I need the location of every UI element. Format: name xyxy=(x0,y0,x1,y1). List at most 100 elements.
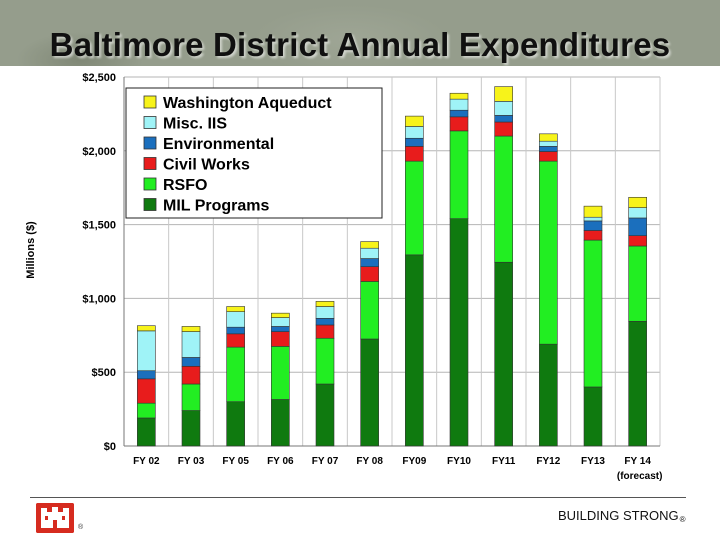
bar-segment xyxy=(360,241,379,249)
x-tick-label: FY11 xyxy=(492,456,516,467)
bar-segment xyxy=(583,220,603,231)
bar-segment xyxy=(539,151,558,162)
bar-segment xyxy=(405,115,424,127)
bar-segment xyxy=(137,402,156,419)
bar-segment xyxy=(181,326,201,332)
legend-box xyxy=(125,87,383,219)
bar-segment xyxy=(494,121,513,137)
bar-segment xyxy=(271,331,290,347)
bar-segment xyxy=(583,239,603,388)
x-tick-label: FY 07 xyxy=(312,456,339,467)
bar-segment xyxy=(449,98,469,111)
legend-label: MIL Programs xyxy=(163,198,270,215)
bar-segment xyxy=(315,324,335,339)
bar-segment xyxy=(360,338,379,447)
bar-segment xyxy=(628,245,647,322)
footer xyxy=(0,498,720,540)
bar-segment xyxy=(539,343,558,447)
bar-segment xyxy=(271,317,290,327)
castle-logo-icon xyxy=(36,503,74,533)
bar-segment xyxy=(360,258,379,267)
bar-segment xyxy=(628,217,647,236)
legend-label: Misc. IIS xyxy=(163,116,227,133)
legend-swatch xyxy=(143,177,157,191)
bar-segment xyxy=(583,386,603,447)
bar-segment xyxy=(137,417,156,447)
stacked-bar-chart: $0 $500 $1,000 $1,500 $2,000 $2,500 Millions … xyxy=(25,72,663,482)
bar-segment xyxy=(315,301,335,307)
bar-segment xyxy=(271,326,290,332)
x-tick-label: FY 05 xyxy=(222,456,249,467)
x-tick-label: FY13 xyxy=(581,456,605,467)
bar-segment xyxy=(360,247,379,259)
bar-segment xyxy=(315,318,335,326)
bar-segment xyxy=(539,146,558,152)
bar-segment xyxy=(628,196,647,208)
bar-segment xyxy=(583,216,603,222)
bar-segment xyxy=(449,92,469,100)
bar-segment xyxy=(405,146,424,162)
bar-segment xyxy=(449,109,469,118)
bar-segment xyxy=(583,230,603,241)
bar-segment xyxy=(181,383,201,411)
footer-divider xyxy=(30,497,686,498)
bar-segment xyxy=(226,401,245,447)
bar-segment xyxy=(449,130,469,219)
x-tick-annotation: (forecast) xyxy=(617,471,663,482)
legend-label: Washington Aqueduct xyxy=(163,95,332,112)
slogan-text: BUILDING STRONG xyxy=(558,508,679,523)
bar-segment xyxy=(271,346,290,400)
bar-segment xyxy=(181,357,201,367)
bar-segment xyxy=(539,133,558,142)
y-tick-label: $500 xyxy=(92,367,116,379)
bar-segment xyxy=(226,306,245,312)
bar-segment xyxy=(405,160,424,256)
y-tick-label: $0 xyxy=(104,441,116,453)
bar-segment xyxy=(226,311,245,328)
x-tick-label: FY09 xyxy=(402,456,426,467)
legend-label: Civil Works xyxy=(163,157,250,174)
bar-segment xyxy=(137,370,156,380)
bar-segment xyxy=(137,378,156,404)
bar-segment xyxy=(583,205,603,218)
bars xyxy=(137,86,647,447)
bar-segment xyxy=(494,101,513,116)
footer-slogan: BUILDING STRONG® xyxy=(558,508,686,524)
legend: Washington Aqueduct Misc. IIS Environmenta… xyxy=(125,87,383,219)
bar-segment xyxy=(271,312,290,318)
bar-segment xyxy=(137,325,156,332)
bar-segment xyxy=(405,126,424,139)
bar-segment xyxy=(315,306,335,319)
bar-segment xyxy=(360,281,379,340)
slogan-registered-mark: ® xyxy=(679,515,686,524)
bar-segment xyxy=(315,383,335,447)
bar-segment xyxy=(226,326,245,335)
legend-swatch xyxy=(143,198,157,211)
x-tick-label: FY12 xyxy=(536,456,560,467)
bar-segment xyxy=(271,399,290,447)
y-tick-label: $2,000 xyxy=(82,146,116,158)
bar-segment xyxy=(449,218,469,447)
bar-segment xyxy=(137,330,156,372)
legend-swatch xyxy=(143,116,157,129)
bar-segment xyxy=(315,337,335,385)
x-tick-label: FY 14 xyxy=(624,456,651,467)
page-title: Baltimore District Annual Expenditures xyxy=(49,26,671,63)
legend-label: Environmental xyxy=(163,136,274,153)
bar-segment xyxy=(181,410,201,447)
x-tick-label: FY 06 xyxy=(267,456,294,467)
x-tick-label: FY 03 xyxy=(178,456,205,467)
logo-registered-mark: ® xyxy=(78,524,84,531)
bar-segment xyxy=(494,115,513,123)
x-tick-label: FY10 xyxy=(447,456,471,467)
y-tick-label: $2,500 xyxy=(82,72,116,84)
legend-label: RSFO xyxy=(163,177,207,194)
legend-swatch xyxy=(143,157,157,170)
bar-segment xyxy=(628,320,647,447)
bar-segment xyxy=(494,261,513,447)
y-tick-label: $1,500 xyxy=(82,220,116,232)
y-axis-label: Millions ($) xyxy=(25,221,37,279)
x-tick-label: FY 08 xyxy=(356,456,383,467)
y-tick-label: $1,000 xyxy=(82,293,116,305)
y-axis: $0 $500 $1,000 $1,500 $2,000 $2,500 xyxy=(82,72,660,453)
